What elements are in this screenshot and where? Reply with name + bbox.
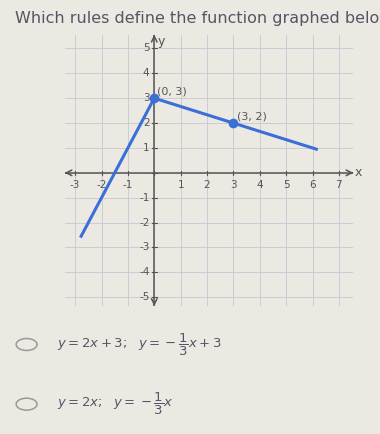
Text: 3: 3 (143, 93, 149, 103)
Text: y: y (157, 36, 165, 49)
Text: 1: 1 (177, 180, 184, 190)
Text: -2: -2 (139, 217, 149, 227)
Text: -1: -1 (139, 193, 149, 203)
Text: -3: -3 (139, 243, 149, 253)
Text: (0, 3): (0, 3) (157, 86, 187, 96)
Text: $y = 2x;\ \ y = -\dfrac{1}{3}x$: $y = 2x;\ \ y = -\dfrac{1}{3}x$ (57, 391, 174, 417)
Text: 2: 2 (143, 118, 149, 128)
Text: -3: -3 (70, 180, 80, 190)
Text: Which rules define the function graphed below?: Which rules define the function graphed … (15, 11, 380, 26)
Text: 4: 4 (256, 180, 263, 190)
Text: -4: -4 (139, 267, 149, 277)
Text: 2: 2 (204, 180, 211, 190)
Text: $y = 2x + 3;\ \ y = -\dfrac{1}{3}x + 3$: $y = 2x + 3;\ \ y = -\dfrac{1}{3}x + 3$ (57, 332, 222, 358)
Text: 4: 4 (143, 68, 149, 78)
Text: 5: 5 (143, 43, 149, 53)
Text: 5: 5 (283, 180, 290, 190)
Text: x: x (355, 166, 362, 179)
Text: 3: 3 (230, 180, 237, 190)
Text: -2: -2 (97, 180, 107, 190)
Text: 7: 7 (336, 180, 342, 190)
Text: 1: 1 (143, 143, 149, 153)
Text: (3, 2): (3, 2) (237, 111, 266, 121)
Text: -5: -5 (139, 292, 149, 302)
Text: 6: 6 (309, 180, 316, 190)
Text: -1: -1 (123, 180, 133, 190)
